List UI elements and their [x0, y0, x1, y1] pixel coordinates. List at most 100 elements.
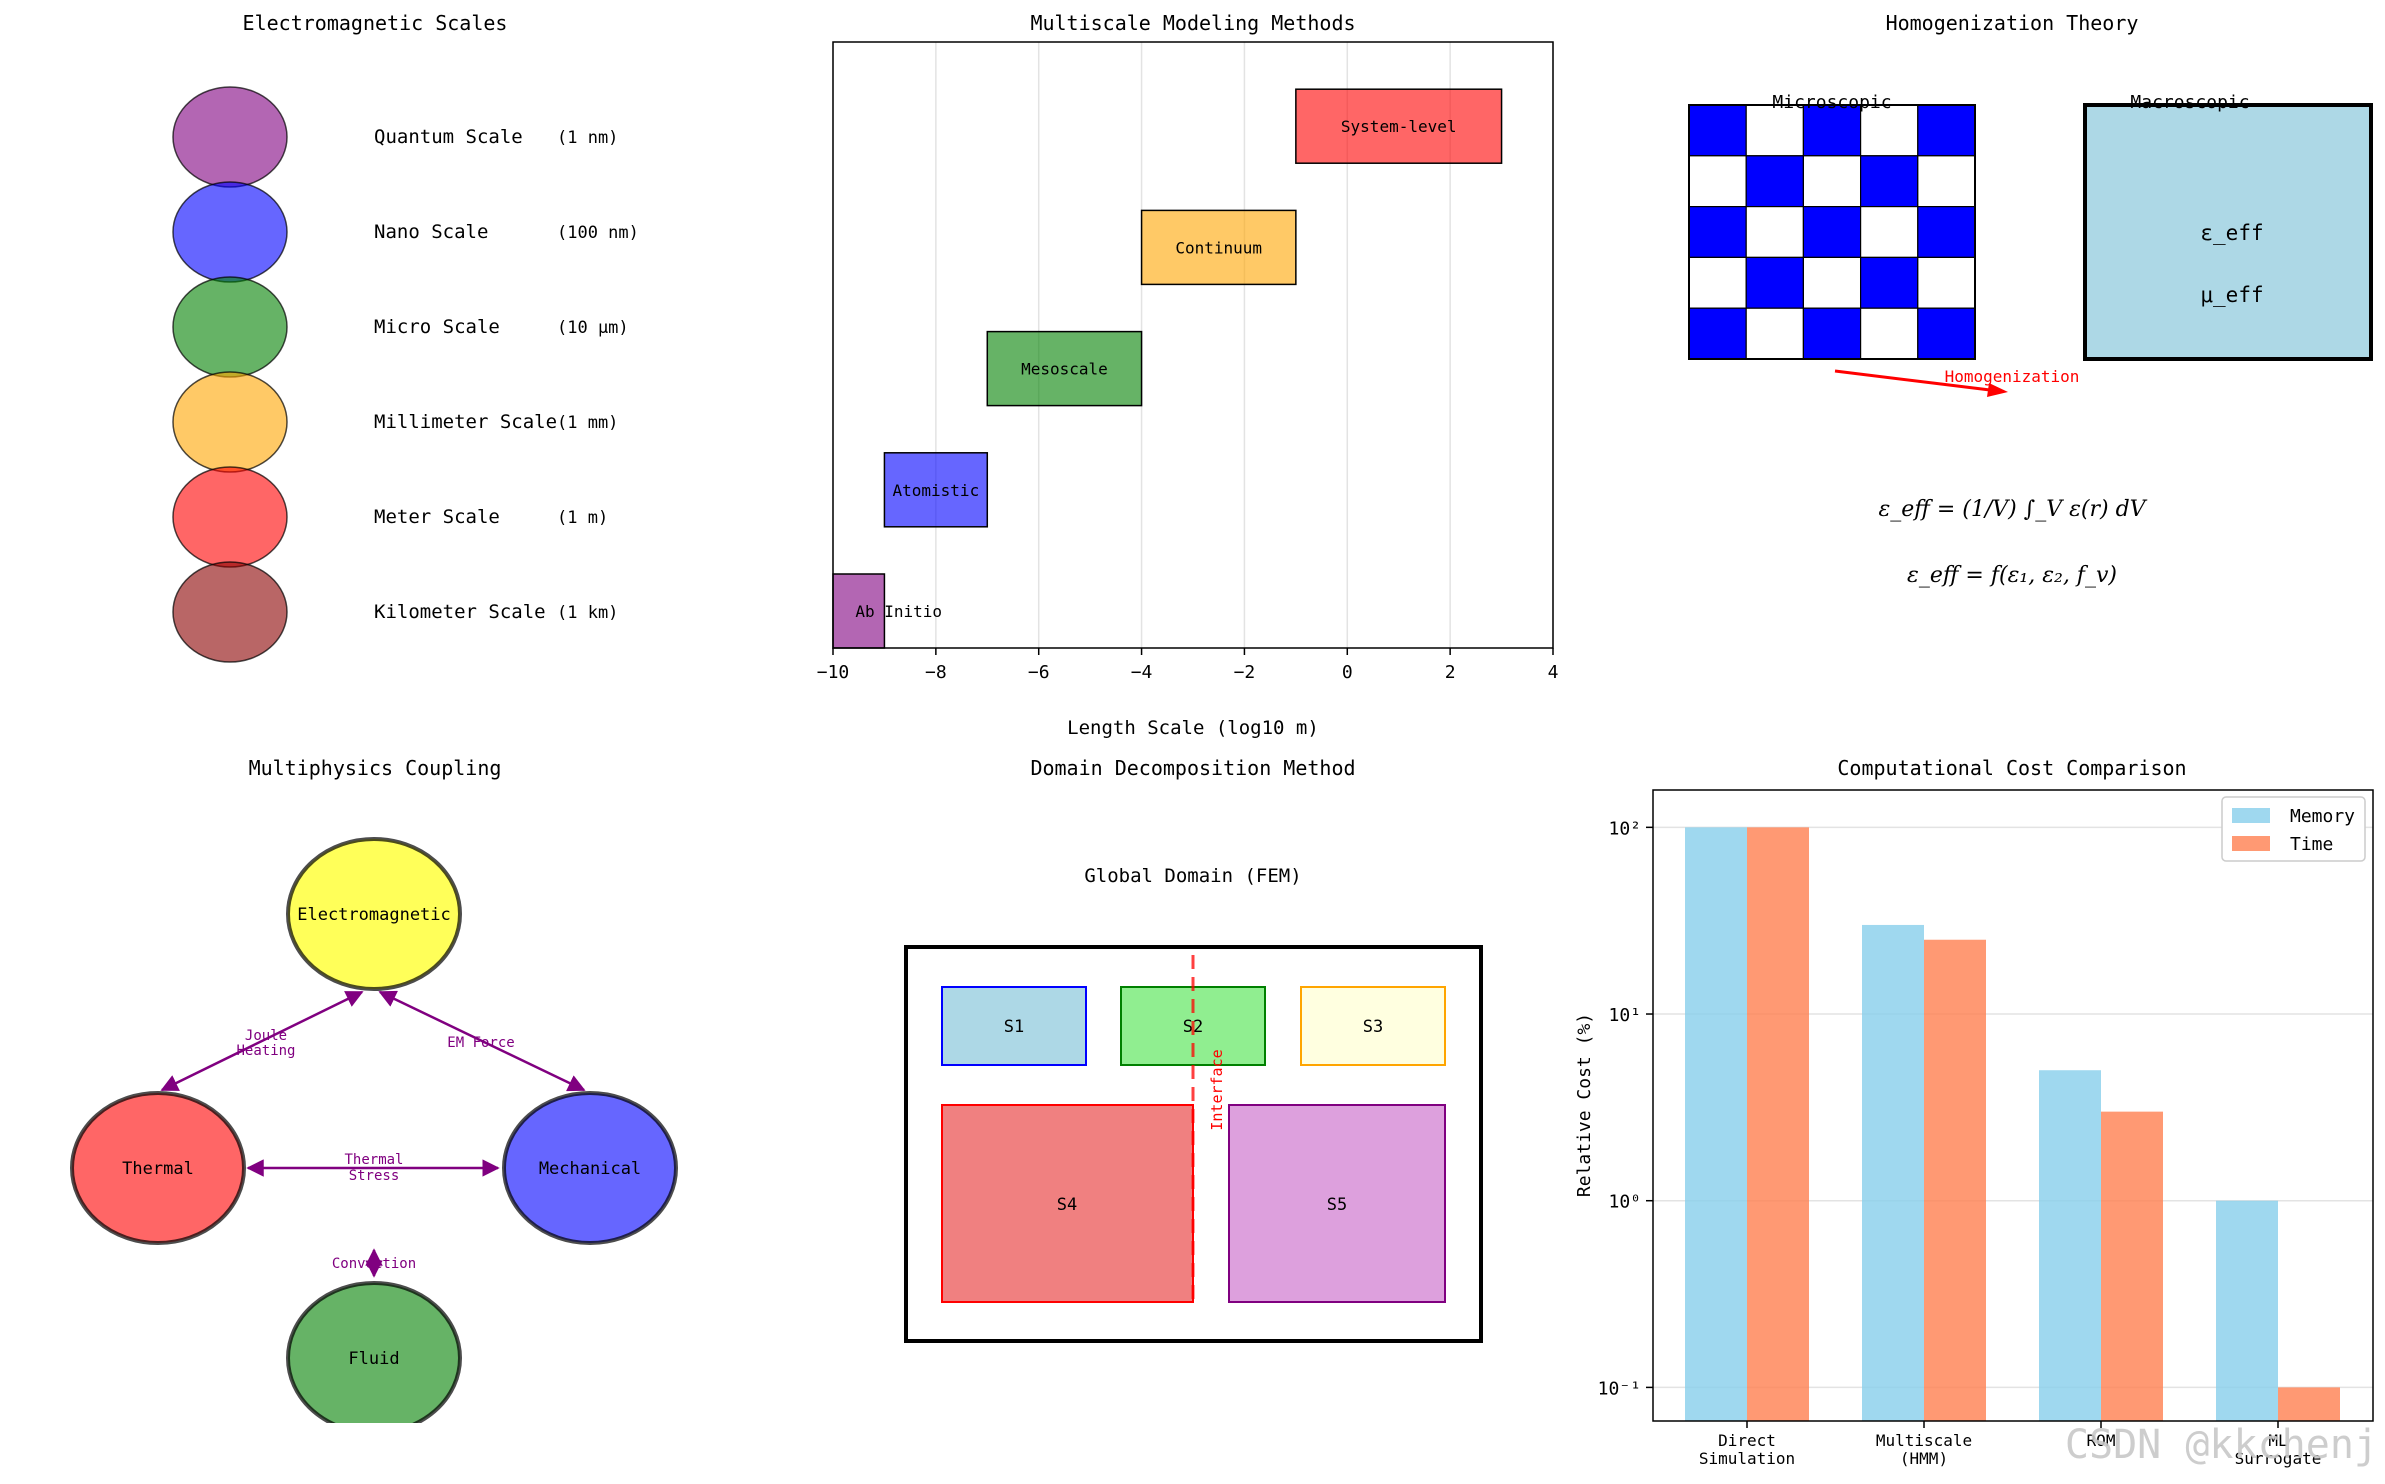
formula-1: ε_eff = (1/V) ∫_V ε(r) dV [1878, 497, 2147, 522]
checker-cell [1688, 256, 1747, 309]
homogenization-arrow-head [1987, 383, 2008, 397]
scale-size: (100 nm) [557, 223, 639, 243]
method-bar-label: Ab Initio [855, 602, 942, 621]
arrow-em-force [378, 990, 586, 1092]
subdomain-s1-box [941, 986, 1087, 1066]
methods-tick-label: 4 [1548, 662, 1559, 683]
scale-size: (1 nm) [557, 128, 618, 148]
multiphysics-panel: Multiphysics Coupling Joule Heating EM F… [70, 756, 678, 1423]
cost-tick-label: 10² [1608, 818, 1641, 839]
scale-name: Meter Scale [374, 506, 500, 528]
subdomain-s4-label: S4 [1057, 1195, 1077, 1215]
method-bar [1140, 209, 1297, 286]
cost-tick-label: 10¹ [1608, 1005, 1641, 1026]
checker-cell [1917, 206, 1976, 259]
checker-cell [1802, 307, 1862, 360]
checker-cell [1745, 206, 1804, 259]
method-bar-label: Atomistic [893, 481, 980, 500]
cost-bar-time [1924, 939, 1986, 1421]
subdomain-s3-box [1300, 986, 1446, 1066]
scale-name: Nano Scale [374, 221, 488, 243]
scale-name: Quantum Scale [374, 126, 523, 148]
cost-bar-time [2278, 1387, 2340, 1421]
coupling-labels: Joule Heating EM Force Thermal Stress Co… [236, 1028, 514, 1272]
checker-cell [1859, 256, 1919, 309]
cost-bar-memory [2216, 1200, 2278, 1421]
methods-tick-label: −6 [1028, 662, 1050, 683]
arrow-joule-heating [160, 990, 364, 1092]
subdomain-s1: S1 [941, 986, 1087, 1066]
methods-title: Multiscale Modeling Methods [1030, 11, 1355, 35]
coupling-arrows [160, 990, 586, 1278]
cost-bar-memory [1862, 924, 1924, 1421]
cost-category-label: Direct Simulation [1699, 1431, 1795, 1468]
cost-axes-frame [1652, 789, 2374, 1422]
cost-category-label: ML Surrogate [2235, 1431, 2322, 1468]
node-mechanical-label: Mechanical [539, 1159, 641, 1179]
micro-label: Microscopic [1772, 92, 1891, 113]
checker-cell [1802, 155, 1862, 208]
checker-cell [1859, 307, 1919, 360]
scale-circle [172, 371, 288, 473]
methods-tick-label: −10 [817, 662, 850, 683]
scale-size: (1 km) [557, 603, 618, 623]
node-electromagnetic-label: Electromagnetic [297, 905, 451, 925]
scale-circle [172, 561, 288, 663]
subdomain-s5-label: S5 [1327, 1195, 1347, 1215]
checker-cell [1745, 155, 1804, 208]
multiphysics-title: Multiphysics Coupling [249, 756, 502, 780]
homog-panel: Homogenization Theory Microscopic Macros… [1688, 11, 2373, 588]
label-joule-1: Joule [245, 1028, 287, 1044]
methods-xlabel: Length Scale (log10 m) [1067, 717, 1319, 739]
checker-cell [1917, 104, 1976, 157]
formula-2: ε_eff = f(ε₁, ε₂, f_v) [1907, 563, 2117, 588]
subdomain-s3: S3 [1300, 986, 1446, 1066]
scale-size: (1 mm) [557, 413, 618, 433]
cost-bar-memory [2039, 1070, 2101, 1421]
methods-tick-label: 2 [1445, 662, 1456, 683]
checker-cell [1859, 104, 1919, 157]
subdomain-s5: S5 [1228, 1104, 1446, 1303]
checker-cell [1802, 256, 1862, 309]
scale-name: Millimeter Scale [374, 411, 557, 433]
node-mechanical [502, 1091, 678, 1245]
method-bar-label: System-level [1341, 117, 1457, 136]
methods-axes-frame [832, 41, 1554, 649]
legend-memory-swatch [2232, 808, 2270, 823]
method-bar-label: Mesoscale [1021, 360, 1108, 379]
eps-eff-label: ε_eff [2200, 221, 2263, 245]
macroscopic-block [2083, 103, 2373, 361]
cost-bar-memory [1685, 827, 1747, 1421]
checker-cell [1859, 206, 1919, 259]
homog-title: Homogenization Theory [1886, 11, 2139, 35]
checkerboard-frame [1688, 104, 1976, 360]
cost-bar-time [1747, 827, 1809, 1421]
cost-category-label: Multiscale (HMM) [1876, 1431, 1972, 1468]
methods-panel: Multiscale Modeling Methods Ab Initio Ato… [817, 11, 1559, 739]
checker-cell [1745, 104, 1804, 157]
cost-tick-label: 10⁻¹ [1598, 1378, 1641, 1399]
subdomain-s4: S4 [941, 1104, 1194, 1303]
cost-category-label: ROM [2087, 1431, 2116, 1450]
interface-label: Interface [1208, 1049, 1226, 1130]
label-joule-2: Heating [236, 1043, 295, 1059]
cost-title: Computational Cost Comparison [1837, 756, 2186, 780]
subdomain-s5-box [1228, 1104, 1446, 1303]
global-domain-label: Global Domain (FEM) [1084, 865, 1301, 887]
methods-tick-label: −8 [925, 662, 947, 683]
method-bar [986, 330, 1143, 407]
scales-panel: Electromagnetic Scales Quantum Scale (1 n… [172, 11, 639, 663]
macro-label: Macroscopic [2130, 92, 2249, 113]
scale-name: Kilometer Scale [374, 601, 546, 623]
scale-name: Micro Scale [374, 316, 500, 338]
homogenization-arrow [1834, 369, 1991, 392]
checker-cell [1688, 155, 1747, 208]
node-thermal-label: Thermal [122, 1159, 194, 1179]
legend-memory-label: Memory [2290, 806, 2355, 827]
scale-circle [172, 86, 288, 188]
homogenization-arrow-label: Homogenization [1945, 367, 2080, 386]
cost-tick-label: 10⁰ [1608, 1192, 1641, 1213]
mu-eff-label: μ_eff [2200, 283, 2263, 307]
cost-bar-time [2101, 1111, 2163, 1421]
scale-size: (1 m) [557, 508, 608, 528]
